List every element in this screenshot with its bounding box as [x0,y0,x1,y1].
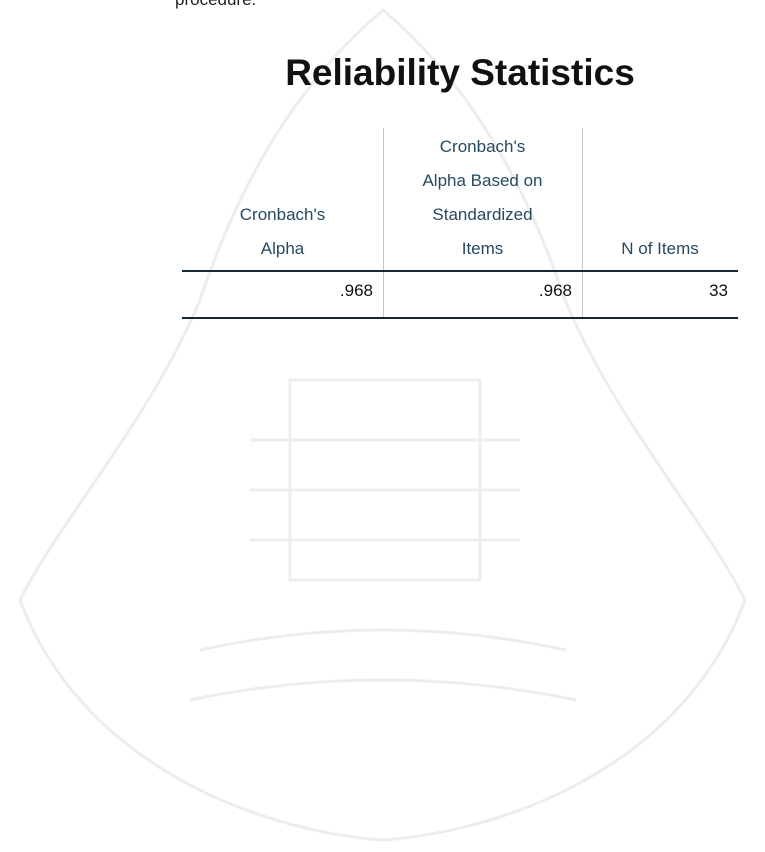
text-above: procedure. [175,0,256,10]
column-header: Alpha [182,232,383,266]
column-header: N of Items [582,232,738,266]
table-cell: 33 [582,276,728,306]
table-cell: .968 [182,276,373,306]
table-cell: .968 [383,276,572,306]
column-header: Cronbach's [182,198,383,232]
page: procedure. Reliability Statistics (() =>… [0,0,765,852]
table-title: Reliability Statistics [182,52,738,94]
column-header: Cronbach's [383,130,582,164]
header-rule [182,270,738,272]
column-header: Items [383,232,582,266]
column-header: Alpha Based on [383,164,582,198]
bottom-rule [182,317,738,319]
column-header: Standardized [383,198,582,232]
